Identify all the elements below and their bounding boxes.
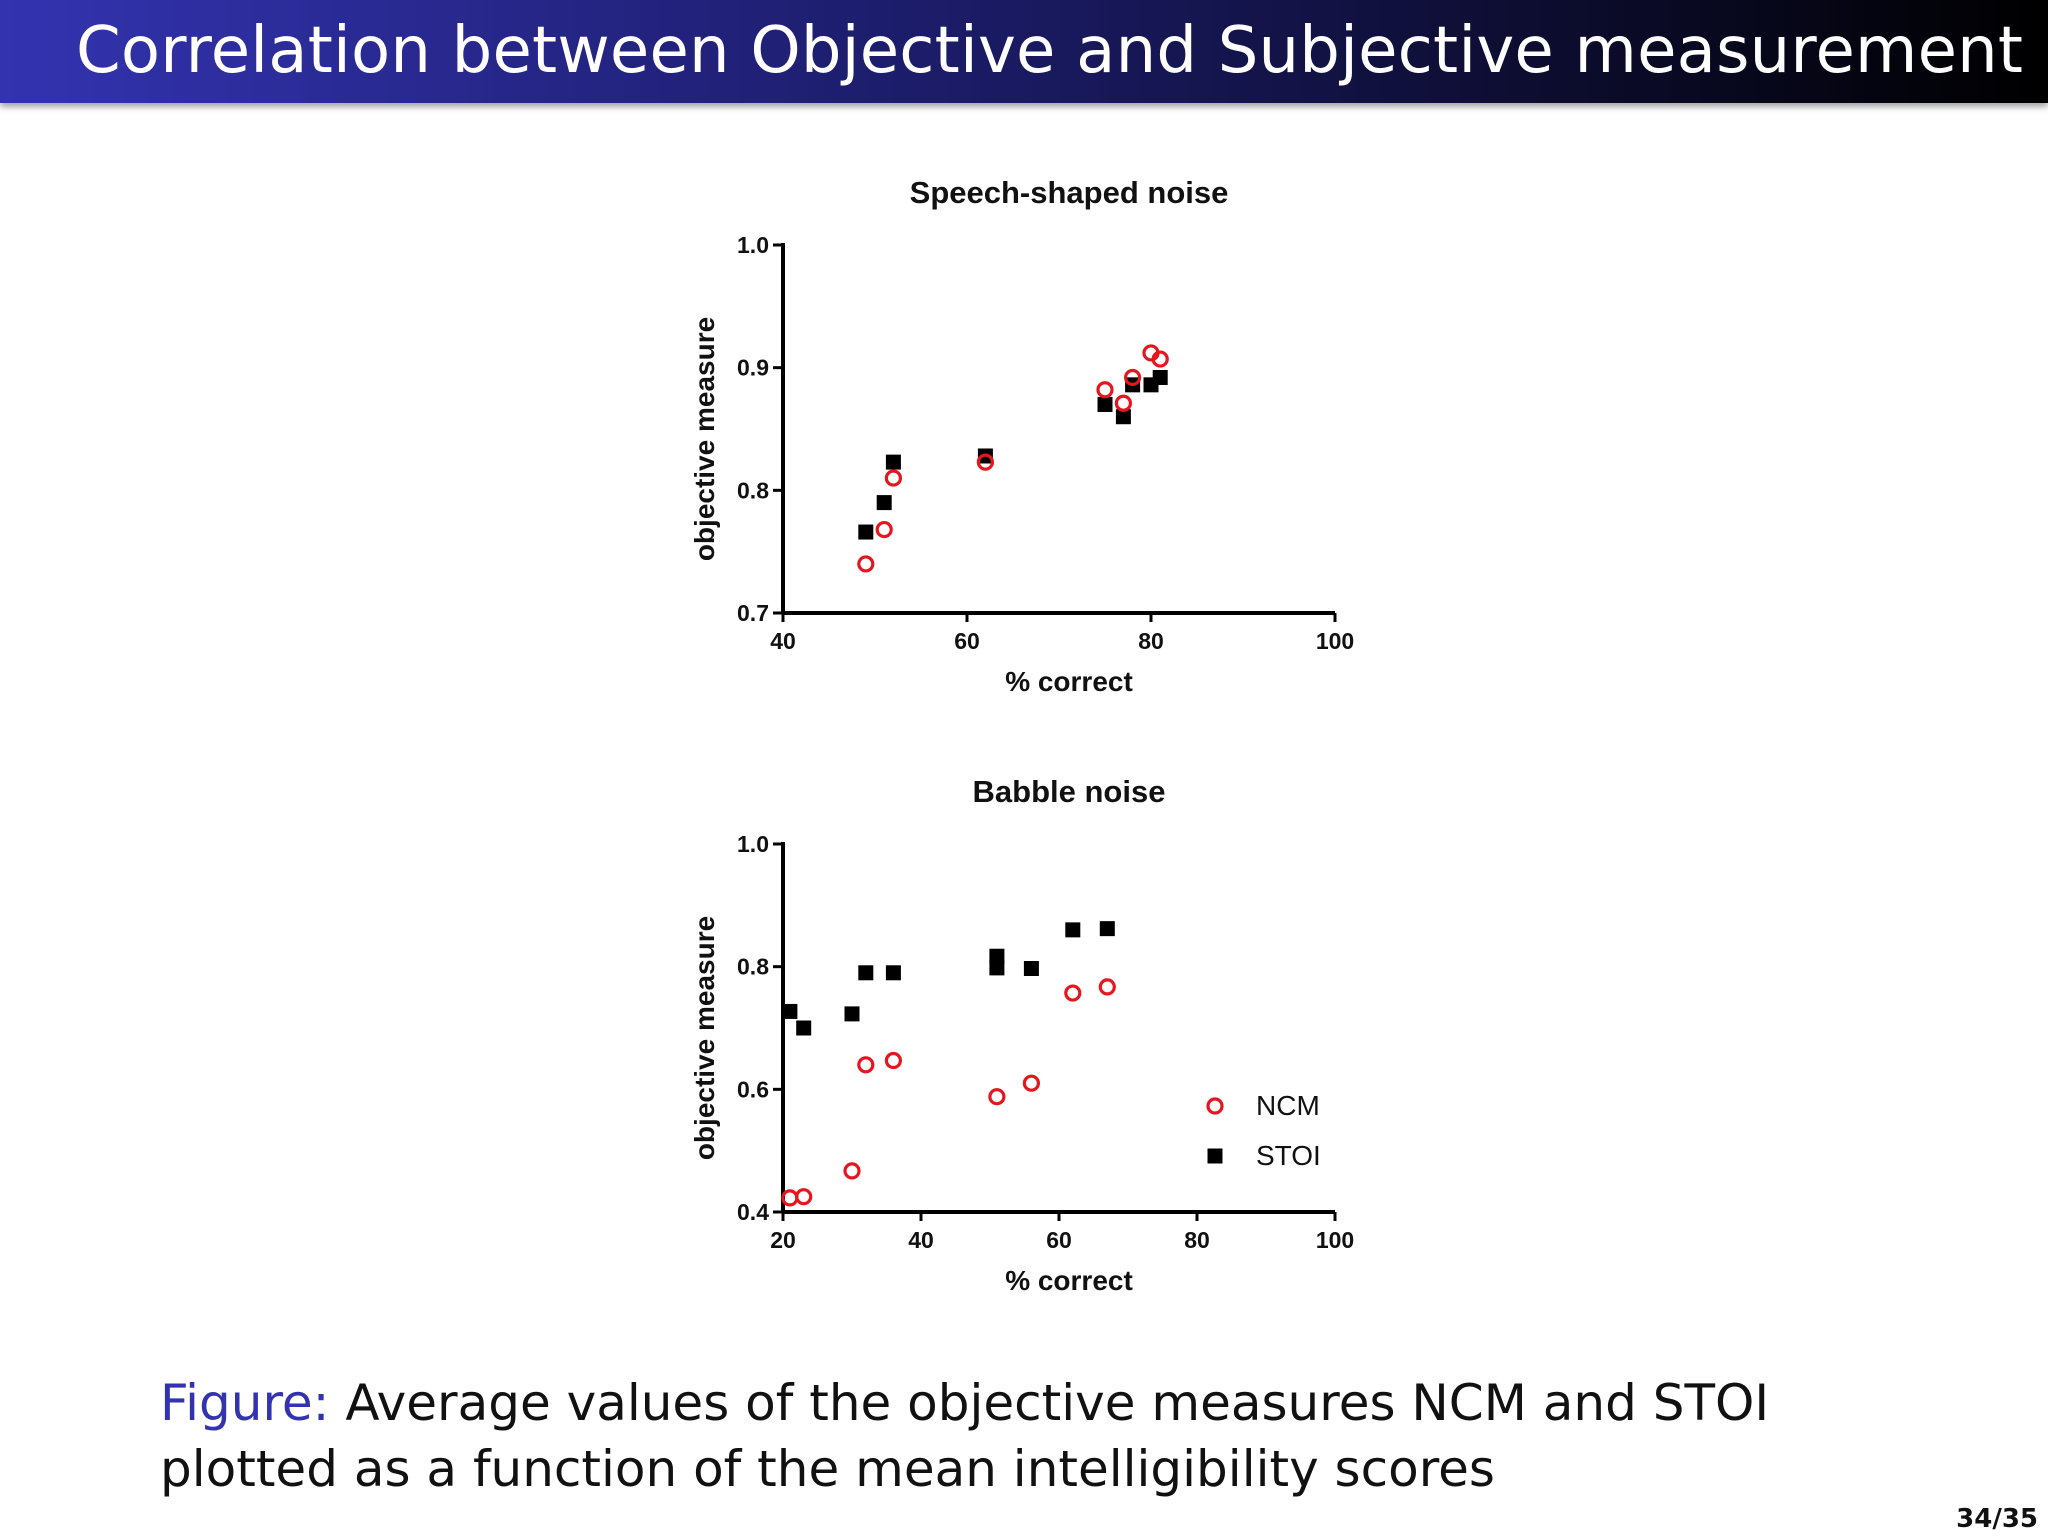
series-ncm: [781, 978, 1116, 1207]
x-tick-label: 60: [1046, 1227, 1072, 1253]
stoi-point: [1099, 921, 1115, 937]
x-tick-label: 100: [1316, 628, 1354, 654]
chart-1: Speech-shaped noise 40 60 80 100 0.7 0.8 0.9 1.0…: [689, 175, 1354, 697]
y-tick-label: 0.9: [737, 355, 769, 381]
stoi-point: [1065, 922, 1081, 938]
ncm-point: [875, 520, 893, 539]
y-tick-label: 0.6: [737, 1076, 769, 1102]
chart-title: Speech-shaped noise: [910, 175, 1229, 210]
stoi-point: [1115, 409, 1131, 425]
chart-title: Babble noise: [973, 774, 1166, 809]
x-tick-label: 40: [908, 1227, 934, 1253]
ncm-point: [857, 1056, 875, 1074]
stoi-point: [858, 965, 874, 981]
x-axis-label: % correct: [1005, 1265, 1133, 1296]
y-tick-label: 0.7: [737, 600, 769, 626]
stoi-point: [1097, 396, 1113, 412]
legend: NCM STOI: [1206, 1090, 1321, 1171]
x-axis-label: % correct: [1005, 666, 1133, 697]
caption-label: Figure:: [160, 1374, 330, 1432]
ncm-point: [976, 453, 995, 471]
stoi-point: [1152, 369, 1168, 385]
legend-marker-stoi: [1207, 1148, 1223, 1164]
chart-2: Babble noise 20 40 60 80 100 0.4 0.6 0.8 1.0 % cor…: [689, 774, 1354, 1296]
stoi-point: [885, 454, 901, 470]
stoi-point: [989, 948, 1005, 964]
x-tick-label: 60: [954, 628, 980, 654]
ncm-point: [884, 469, 903, 487]
y-tick-label: 0.4: [737, 1199, 769, 1225]
series-ncm: [857, 344, 1169, 573]
ncm-point: [795, 1188, 813, 1206]
x-tick-label: 80: [1138, 628, 1164, 654]
y-tick-label: 1.0: [737, 232, 769, 258]
x-tick-label: 40: [770, 628, 796, 654]
ncm-point: [1098, 978, 1116, 996]
ncm-point: [857, 555, 875, 573]
figure-caption: Figure: Average values of the objective …: [160, 1370, 1920, 1502]
legend-label-stoi: STOI: [1256, 1140, 1321, 1171]
legend-label-ncm: NCM: [1256, 1090, 1320, 1121]
stoi-point: [796, 1020, 812, 1036]
legend-marker-ncm: [1206, 1097, 1224, 1115]
ncm-point: [884, 1051, 903, 1070]
ncm-point: [1151, 350, 1169, 368]
x-tick-label: 100: [1316, 1227, 1354, 1253]
page-number: 34/35: [1956, 1504, 2038, 1534]
ncm-point: [1064, 984, 1082, 1002]
y-tick-label: 0.8: [737, 477, 769, 503]
ncm-point: [1096, 381, 1114, 399]
ncm-point: [1123, 368, 1142, 387]
title-bar: Correlation between Objective and Subjec…: [0, 0, 2048, 103]
x-tick-label: 20: [770, 1227, 796, 1253]
stoi-point: [858, 524, 874, 540]
stoi-point: [885, 965, 901, 981]
y-tick-label: 0.8: [737, 954, 769, 980]
stoi-point: [1023, 961, 1039, 977]
stoi-point: [989, 960, 1005, 976]
stoi-point: [782, 1003, 798, 1019]
series-stoi: [782, 921, 1115, 1036]
ncm-point: [1114, 394, 1133, 412]
ncm-point: [988, 1088, 1006, 1106]
slide-title: Correlation between Objective and Subjec…: [76, 14, 2024, 88]
caption-text: Average values of the objective measures…: [160, 1374, 1770, 1498]
x-tick-label: 80: [1184, 1227, 1210, 1253]
y-axis-label: objective measure: [689, 317, 720, 561]
stoi-point: [844, 1006, 860, 1022]
y-tick-label: 1.0: [737, 831, 769, 857]
ncm-point: [843, 1162, 861, 1180]
ncm-point: [1022, 1074, 1041, 1092]
y-axis-label: objective measure: [689, 916, 720, 1160]
stoi-point: [876, 495, 892, 511]
